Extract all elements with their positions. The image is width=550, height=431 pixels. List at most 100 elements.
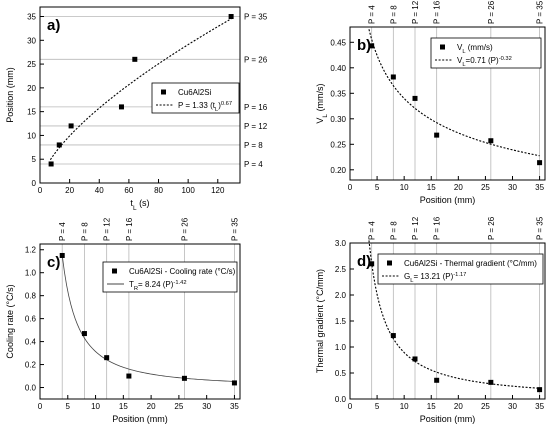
- guide-label: P = 8: [389, 5, 398, 24]
- guide-label: P = 4: [244, 160, 263, 169]
- data-point: [231, 380, 237, 386]
- text-part: t: [130, 198, 133, 208]
- y-axis-title: Position (mm): [5, 67, 15, 123]
- panel-label: c): [47, 254, 60, 271]
- y-tick-label: 0.2: [25, 361, 37, 370]
- legend-series-label: Cu6Al2Si: [178, 88, 212, 97]
- x-tick-label: 25: [481, 183, 490, 192]
- x-tick-label: 20: [454, 183, 463, 192]
- y-tick-label: 1.0: [335, 343, 347, 352]
- x-tick-label: 35: [535, 402, 544, 411]
- y-tick-label: 0: [32, 179, 37, 188]
- x-tick-label: 25: [481, 402, 490, 411]
- y-tick-label: 0.8: [25, 292, 37, 301]
- y-tick-label: 0.25: [330, 140, 346, 149]
- x-tick-label: 15: [427, 402, 436, 411]
- y-tick-label: 1.2: [25, 246, 37, 255]
- legend-marker: [440, 44, 445, 50]
- data-point: [181, 375, 187, 381]
- y-tick-label: 2.0: [335, 291, 347, 300]
- data-point: [412, 95, 418, 101]
- y-tick-label: 1.5: [335, 317, 347, 326]
- x-tick-label: 15: [119, 402, 128, 411]
- guide-label: P = 16: [433, 0, 442, 24]
- guide-label: P = 35: [230, 217, 239, 241]
- data-point: [390, 333, 396, 339]
- x-tick-label: 40: [95, 186, 104, 195]
- x-tick-label: 15: [427, 183, 436, 192]
- guide-label: P = 26: [487, 0, 496, 24]
- chart-panel-3: P = 4 P = 8 P = 12 P = 16 P = 26 P = 35 0 5 10 15…: [5, 217, 241, 424]
- guide-label: P = 35: [244, 13, 268, 22]
- data-point: [118, 104, 124, 110]
- data-point: [434, 377, 440, 383]
- data-point: [488, 138, 494, 144]
- data-point: [488, 379, 494, 385]
- panel-label: b): [357, 37, 371, 54]
- x-tick-label: 120: [211, 186, 225, 195]
- y-tick-label: 0.20: [330, 166, 346, 175]
- x-tick-label: 25: [174, 402, 183, 411]
- y-axis-title: Cooling rate (°C/s): [5, 284, 15, 358]
- guide-label: P = 12: [411, 216, 420, 240]
- x-tick-label: 30: [508, 183, 517, 192]
- plot-frame: [39, 6, 241, 184]
- y-tick-label: 35: [27, 13, 36, 22]
- text-part: V: [315, 118, 325, 124]
- legend-box: [377, 253, 544, 285]
- legend-series-label: VL (mm/s): [457, 43, 493, 55]
- fit-curve: [368, 240, 540, 389]
- guide-label: P = 26: [180, 217, 189, 241]
- legend-box: [151, 82, 240, 114]
- panel-label: a): [47, 17, 60, 34]
- y-tick-label: 3.0: [335, 239, 347, 248]
- legend-series-label: Cu6Al2Si - Cooling rate (°C/s): [129, 267, 236, 276]
- y-axis-title: VL (mm/s): [315, 83, 329, 123]
- text-part: G: [404, 272, 410, 281]
- x-tick-label: 80: [154, 186, 163, 195]
- data-point: [390, 74, 396, 80]
- text-part: L: [133, 205, 137, 212]
- x-tick-label: 20: [147, 402, 156, 411]
- x-axis-title: Position (mm): [420, 414, 476, 424]
- text-part: L: [462, 49, 465, 55]
- x-tick-label: 0: [38, 186, 43, 195]
- y-tick-label: 0.0: [25, 384, 37, 393]
- guide-label: P = 8: [80, 222, 89, 241]
- data-point: [81, 331, 87, 337]
- y-tick-label: 0.40: [330, 64, 346, 73]
- guide-label: P = 26: [244, 55, 268, 64]
- guide-label: P = 12: [103, 217, 112, 241]
- fit-curve: [49, 18, 232, 161]
- legend-fit-label: TR= 8.24 (P)-1.42: [129, 280, 187, 292]
- x-axis-title: tL (s): [130, 198, 149, 212]
- y-tick-label: 20: [27, 84, 36, 93]
- text-part: L: [322, 114, 329, 118]
- x-axis-title: Position (mm): [420, 195, 476, 205]
- x-tick-label: 30: [508, 402, 517, 411]
- legend-fit-label: P = 1.33 (tL)0.67: [178, 101, 232, 113]
- guide-label: P = 26: [487, 216, 496, 240]
- x-tick-label: 10: [400, 402, 409, 411]
- guide-label: P = 4: [58, 222, 67, 241]
- text-part: T: [129, 280, 134, 289]
- text-part: ): [218, 101, 221, 110]
- x-tick-label: 10: [91, 402, 100, 411]
- x-tick-label: 20: [65, 186, 74, 195]
- text-part: V: [457, 56, 463, 65]
- text-part: -1.42: [173, 280, 186, 286]
- legend: VL (mm/s)VL=0.71 (P)-0.32: [430, 37, 542, 69]
- legend-fit-label: VL=0.71 (P)-0.32: [457, 56, 512, 68]
- chart-panel-1: P = 4 P = 8 P = 12 P = 16 P = 26 P = 35 0 20 40 6…: [5, 6, 268, 212]
- data-point: [434, 132, 440, 138]
- legend: Cu6Al2Si - Thermal gradient (°C/mm) GL= 1…: [377, 253, 544, 285]
- text-part: (mm/s): [466, 43, 493, 52]
- text-part: = 13.21 (P): [413, 272, 453, 281]
- data-point: [537, 160, 543, 166]
- y-axis-title: Thermal gradient (°C/mm): [315, 269, 325, 373]
- legend-fit-label: GL= 13.21 (P)-1.17: [404, 272, 466, 284]
- text-part: P = 1.33 (t: [178, 101, 216, 110]
- legend-series-label: Cu6Al2Si - Thermal gradient (°C/mm): [404, 259, 537, 268]
- x-axis-title: Position (mm): [112, 414, 168, 424]
